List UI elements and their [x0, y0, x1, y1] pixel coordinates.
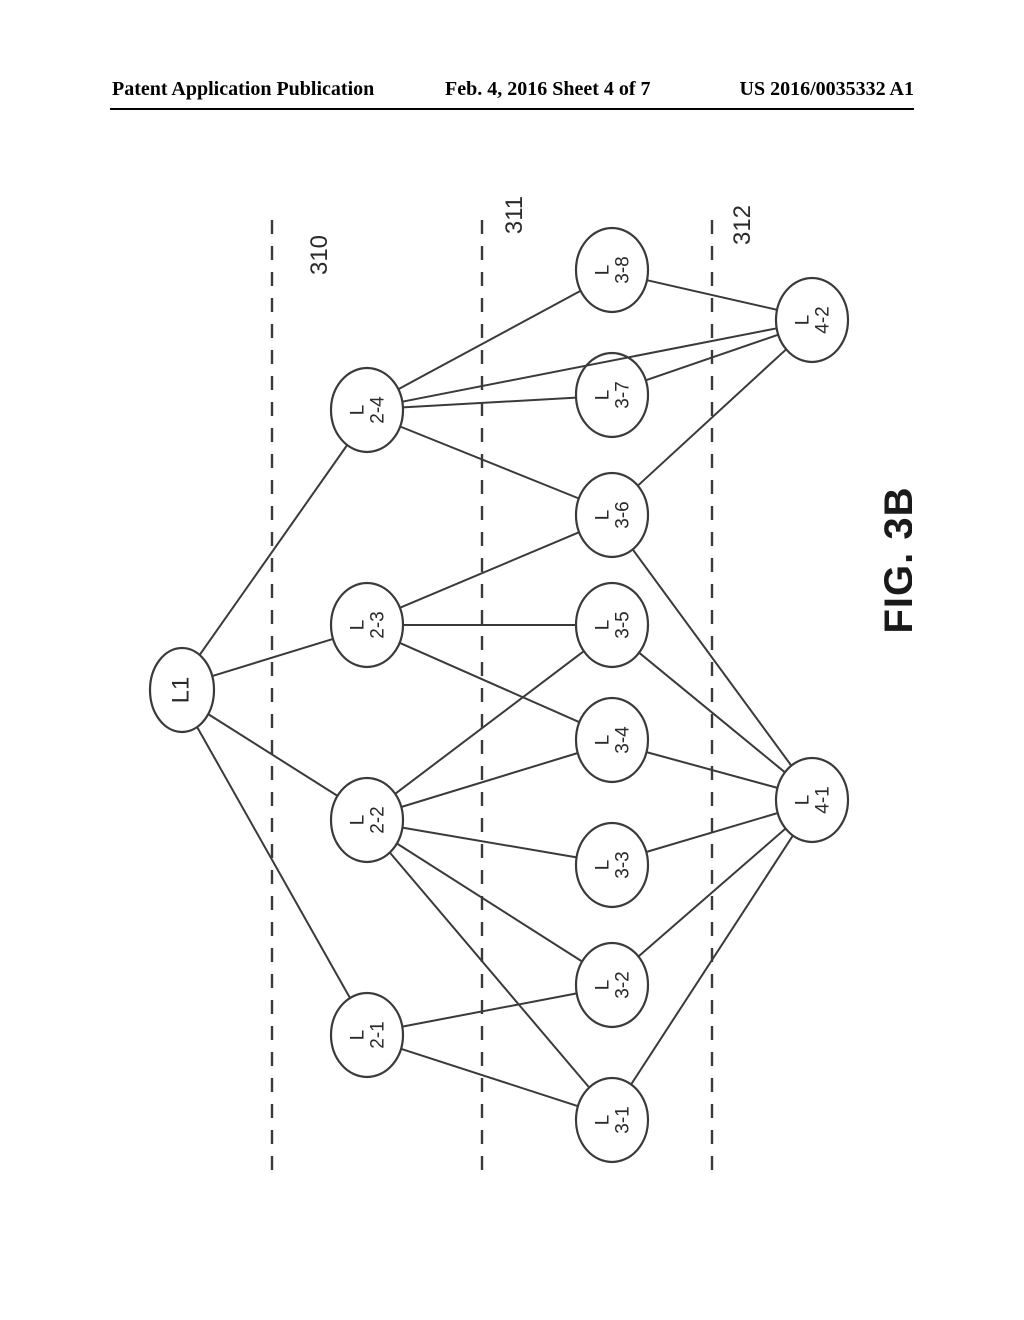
node-label-L1: L1 — [167, 677, 194, 704]
node-label-L21-0: L — [347, 1030, 368, 1041]
node-label-L35-1: 3-5 — [612, 611, 633, 638]
node-label-L42-1: 4-2 — [812, 306, 833, 333]
node-L42: L4-2 — [776, 278, 848, 362]
node-label-L32-1: 3-2 — [612, 971, 633, 998]
node-L33: L3-3 — [576, 823, 648, 907]
figure-caption: FIG. 3B — [877, 486, 912, 633]
node-label-L41-0: L — [792, 795, 813, 806]
node-L1: L1 — [150, 648, 214, 732]
region-label-311: 311 — [501, 196, 528, 234]
edge-L23-L34 — [400, 643, 580, 722]
node-label-L24-1: 2-4 — [367, 396, 388, 424]
node-label-L36-0: L — [592, 510, 613, 521]
node-L31: L3-1 — [576, 1078, 648, 1162]
node-label-L35-0: L — [592, 620, 613, 631]
node-label-L36-1: 3-6 — [612, 501, 633, 528]
node-label-L21-1: 2-1 — [367, 1021, 388, 1048]
node-label-L23-0: L — [347, 620, 368, 631]
edge-L41-L36 — [633, 549, 792, 765]
edge-L22-L33 — [402, 828, 576, 858]
node-label-L22-1: 2-2 — [367, 806, 388, 833]
header-right: US 2016/0035332 A1 — [740, 78, 914, 101]
edge-L24-L38 — [398, 291, 580, 389]
figure-stage: L1L2-1L2-2L2-3L2-4L3-1L3-2L3-3L3-4L3-5L3… — [112, 150, 912, 1230]
region-label-312: 312 — [729, 205, 756, 245]
edge-L22-L32 — [397, 844, 582, 962]
node-L23: L2-3 — [331, 583, 403, 667]
page-header: Patent Application Publication Feb. 4, 2… — [0, 78, 1024, 108]
node-label-L33-1: 3-3 — [612, 851, 633, 878]
edge-L22-L31 — [390, 853, 589, 1088]
edge-L22-L35 — [395, 651, 584, 794]
edge-L21-L32 — [402, 993, 576, 1026]
node-label-L33-0: L — [592, 860, 613, 871]
node-L32: L3-2 — [576, 943, 648, 1027]
node-label-L38-0: L — [592, 265, 613, 276]
header-rule — [110, 108, 914, 110]
region-label-310: 310 — [306, 235, 333, 275]
node-label-L32-0: L — [592, 980, 613, 991]
node-L38: L3-8 — [576, 228, 648, 312]
node-label-L42-0: L — [792, 315, 813, 326]
node-L24: L2-4 — [331, 368, 403, 452]
node-L36: L3-6 — [576, 473, 648, 557]
node-L37: L3-7 — [576, 353, 648, 437]
page-root: Patent Application Publication Feb. 4, 2… — [0, 0, 1024, 1320]
header-center: Feb. 4, 2016 Sheet 4 of 7 — [445, 78, 651, 101]
node-L34: L3-4 — [576, 698, 648, 782]
edge-L24-L36 — [400, 427, 579, 499]
node-label-L37-0: L — [592, 390, 613, 401]
edge-L21-L31 — [401, 1049, 578, 1106]
node-label-L22-0: L — [347, 815, 368, 826]
node-label-L24-0: L — [347, 405, 368, 416]
edge-L1-L21 — [197, 727, 350, 998]
node-label-L41-1: 4-1 — [812, 786, 833, 813]
node-label-L31-1: 3-1 — [612, 1106, 633, 1133]
figure-svg: L1L2-1L2-2L2-3L2-4L3-1L3-2L3-3L3-4L3-5L3… — [112, 150, 912, 1230]
node-label-L34-0: L — [592, 735, 613, 746]
header-left: Patent Application Publication — [112, 78, 374, 101]
edge-L1-L24 — [200, 445, 348, 655]
edge-L22-L34 — [401, 753, 578, 807]
node-L21: L2-1 — [331, 993, 403, 1077]
edge-L23-L36 — [400, 532, 579, 608]
node-label-L31-0: L — [592, 1115, 613, 1126]
node-label-L37-1: 3-7 — [612, 381, 633, 408]
node-label-L34-1: 3-4 — [612, 726, 633, 754]
node-label-L38-1: 3-8 — [612, 256, 633, 283]
edge-L42-L24 — [402, 328, 776, 401]
edge-L24-L37 — [403, 398, 576, 408]
node-L35: L3-5 — [576, 583, 648, 667]
node-label-L23-1: 2-3 — [367, 611, 388, 638]
node-L22: L2-2 — [331, 778, 403, 862]
node-L41: L4-1 — [776, 758, 848, 842]
